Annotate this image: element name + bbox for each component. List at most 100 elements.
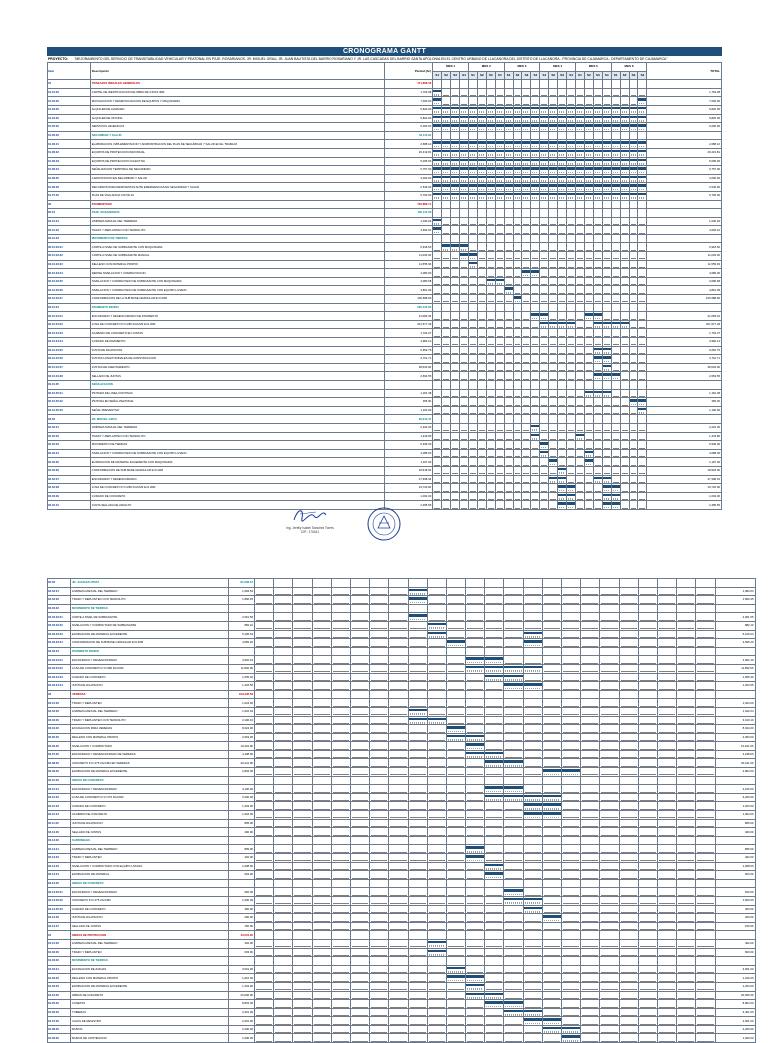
row-amount: 1,600.00 [228, 895, 255, 906]
week-cell [407, 732, 428, 743]
gantt-bar-caption [568, 171, 574, 174]
week-cell [637, 689, 658, 700]
row-total [714, 930, 756, 940]
week-cell [476, 259, 487, 270]
gantt-bar [603, 141, 611, 144]
week-divider [332, 851, 349, 853]
week-cell [548, 233, 559, 244]
gantt-bar [612, 175, 620, 179]
header-row-months: Item Descripción Parcial (S/.) MES 1 MES 2 ME… [47, 61, 722, 81]
week-cell [583, 259, 594, 270]
week-divider [697, 869, 714, 870]
week-divider [514, 344, 521, 345]
week-divider [532, 481, 539, 483]
week-cell [441, 414, 452, 424]
week-cell [601, 354, 612, 364]
row-description: REFINE NIVELACION Y COMPACTACION [89, 268, 385, 278]
gantt-bar [540, 141, 548, 144]
week-cell [503, 465, 514, 476]
week-cell [445, 681, 467, 691]
gantt-bar [447, 726, 465, 729]
table-row: 02.02.07 ENCOFRADO Y DESENCOFRADO 47,398.3… [47, 474, 722, 485]
week-cell [601, 259, 612, 270]
week-divider [256, 662, 273, 664]
week-cell [450, 311, 461, 321]
gantt-bar-caption [603, 395, 610, 397]
gantt-bar-caption [559, 180, 566, 182]
gantt-bar [460, 167, 468, 170]
week-cell [485, 165, 496, 175]
week-cell [388, 827, 409, 837]
week-divider [639, 748, 656, 750]
week-divider [550, 318, 557, 320]
gantt-bar-caption [524, 816, 541, 819]
table-row: 04.02.00 TRAZO Y REPLANTEO 603.00 603.00 [47, 947, 756, 958]
week-cell [349, 672, 371, 683]
table-row: 02.03.04.01 ENCOFRADO Y DESENCOFRADO 4,902… [47, 655, 756, 665]
week-cell [494, 379, 505, 390]
gantt-bar [485, 751, 503, 755]
week-cell [521, 500, 532, 510]
week-cell [369, 801, 390, 812]
gantt-bar-caption [514, 154, 521, 157]
week-cell [656, 853, 678, 863]
week-cell [485, 268, 496, 278]
gantt-bar [504, 760, 523, 763]
week-cell [467, 337, 478, 347]
week-cell [580, 887, 601, 897]
week-cell [441, 491, 452, 502]
week-cell [530, 388, 541, 399]
week-cell [676, 629, 697, 640]
week-cell [467, 379, 478, 390]
week-divider [461, 284, 467, 285]
table-row: 02.02.06 CONFORMACION DE SUB BASE GRANULA… [47, 465, 722, 476]
gantt-bar-caption [594, 317, 601, 320]
engineer-cip: CIP.: 170441 [300, 530, 320, 534]
gantt-bar [549, 124, 557, 127]
week-cell [484, 646, 505, 657]
week-cell [557, 113, 568, 124]
week-divider [505, 473, 512, 474]
week-divider [678, 628, 695, 629]
week-divider [532, 499, 539, 500]
week-cell [530, 113, 541, 124]
week-cell [459, 448, 469, 459]
gantt-bar [531, 115, 539, 119]
week-divider [452, 275, 459, 277]
week-cell [637, 465, 648, 476]
week-divider [332, 671, 349, 672]
week-cell [628, 285, 639, 296]
week-cell [619, 379, 630, 390]
week-divider [505, 318, 512, 320]
week-divider [478, 318, 485, 320]
gantt-bar-caption [467, 661, 484, 664]
week-divider [351, 619, 369, 621]
header-week: S1 [503, 70, 514, 81]
week-divider [505, 481, 512, 483]
week-cell [292, 835, 313, 846]
week-cell [292, 612, 313, 622]
week-divider [563, 748, 580, 750]
week-divider [275, 920, 292, 922]
week-cell [619, 483, 630, 493]
gantt-bar [496, 184, 504, 187]
gantt-bar-caption [505, 902, 522, 905]
week-divider [487, 499, 494, 500]
gantt-bar [567, 149, 575, 153]
week-divider [351, 826, 369, 827]
gantt-bar [594, 106, 602, 110]
week-divider [514, 95, 521, 96]
week-cell [311, 732, 332, 743]
week-cell [467, 130, 478, 141]
week-divider [582, 834, 599, 836]
gantt-bar-caption [594, 377, 601, 380]
week-divider [351, 903, 369, 904]
week-cell [619, 122, 630, 132]
row-description: ENCOFRADO Y DESENCOFRADO [70, 784, 229, 794]
week-divider [543, 594, 560, 595]
week-cell [369, 732, 390, 743]
row-description: LIMPIEZA MANUAL DEL TERRENO [70, 706, 229, 717]
row-amount: 8,024.00 [228, 724, 255, 734]
week-cell [557, 354, 568, 364]
week-cell [494, 294, 505, 304]
